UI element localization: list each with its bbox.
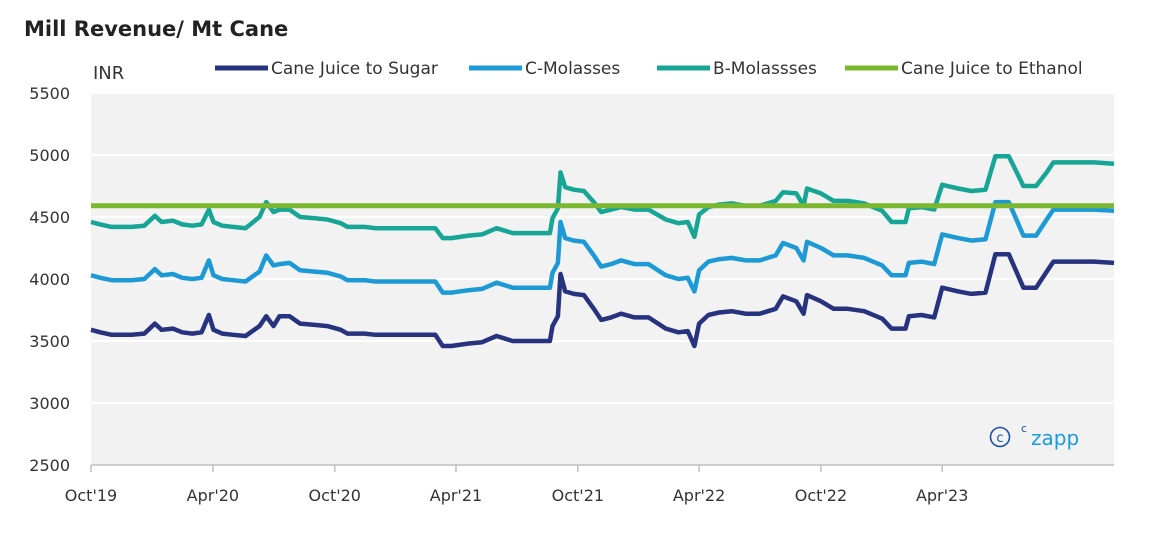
copyright-letter: c xyxy=(996,431,1003,446)
x-tick-label: Oct'19 xyxy=(65,486,117,505)
y-tick-label: 3500 xyxy=(29,332,70,351)
y-tick-label: 5500 xyxy=(29,84,70,103)
czapp-watermark: c c zapp xyxy=(989,422,1079,450)
legend-label: C-Molasses xyxy=(525,59,620,79)
chart-title: Mill Revenue/ Mt Cane xyxy=(24,17,288,41)
x-tick-label: Apr'23 xyxy=(916,486,968,505)
y-tick-label: 2500 xyxy=(29,456,70,475)
y-tick-label: 4500 xyxy=(29,208,70,227)
czapp-text: zapp xyxy=(1031,426,1079,450)
x-tick-label: Apr'21 xyxy=(430,486,482,505)
series-line-2 xyxy=(90,199,1115,295)
y-tick-label: 4000 xyxy=(29,270,70,289)
series-lines xyxy=(90,153,1115,349)
x-tick-label: Oct'20 xyxy=(309,486,361,505)
y-tick-label: 5000 xyxy=(29,146,70,165)
y-tick-label: 3000 xyxy=(29,394,70,413)
y-axis-unit: INR xyxy=(93,63,124,84)
czapp-mark: c xyxy=(1021,422,1027,435)
x-tick-label: Oct'21 xyxy=(552,486,604,505)
x-tick-label: Apr'22 xyxy=(673,486,725,505)
x-axis: Oct'19 Apr'20 Oct'20 Apr'21 Oct'21 Apr'22 Oct'… xyxy=(65,464,1114,505)
y-axis-ticks: 5500 5000 4500 4000 3500 3000 2500 xyxy=(29,84,70,475)
legend-label: Cane Juice to Ethanol xyxy=(901,59,1083,79)
gridlines xyxy=(91,92,1114,404)
copyright-icon xyxy=(989,426,1011,448)
legend-label: Cane Juice to Sugar xyxy=(271,59,438,79)
legend: Cane Juice to Sugar C-Molasses B-Molassses… xyxy=(215,59,1083,79)
series-line-1 xyxy=(90,251,1115,349)
legend-label: B-Molassses xyxy=(713,59,817,79)
x-tick-label: Apr'20 xyxy=(187,486,239,505)
x-tick-label: Oct'22 xyxy=(795,486,847,505)
